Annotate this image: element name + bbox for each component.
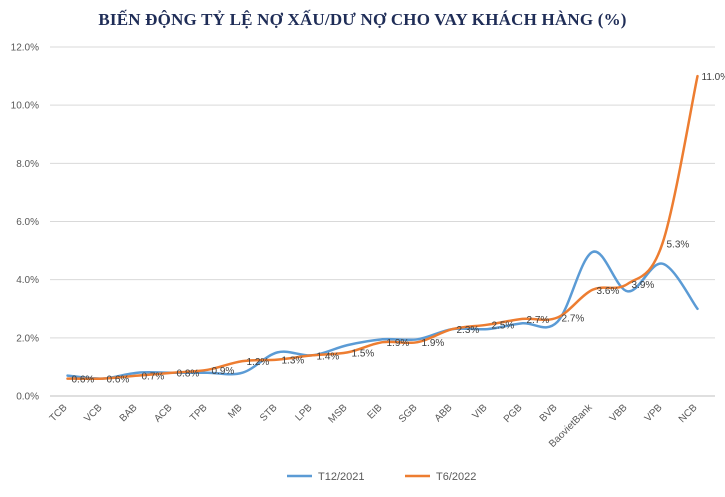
data-label: 5.3% xyxy=(667,239,690,250)
x-tick-label: VPB xyxy=(643,402,665,424)
x-tick-label: BVB xyxy=(538,402,560,424)
data-label: 2.3% xyxy=(457,325,480,336)
chart-title: BIẾN ĐỘNG TỶ LỆ NỢ XẤU/DƯ NỢ CHO VAY KHÁ… xyxy=(98,10,627,29)
y-tick-label: 4.0% xyxy=(16,275,39,286)
data-label: 2.7% xyxy=(527,315,550,326)
data-label: 0.6% xyxy=(107,375,130,386)
x-tick-label: NCB xyxy=(677,402,700,425)
data-label: 11.0% xyxy=(702,72,725,83)
x-tick-label: VCB xyxy=(82,402,105,425)
data-label: 0.9% xyxy=(212,366,235,377)
data-label: 1.9% xyxy=(422,338,445,349)
data-label: 1.4% xyxy=(317,351,340,362)
x-tick-label: ABB xyxy=(433,402,455,424)
y-tick-label: 8.0% xyxy=(16,159,39,170)
data-label: 0.8% xyxy=(177,369,200,380)
x-tick-label: EIB xyxy=(365,402,384,421)
x-tick-label: TCB xyxy=(48,402,70,424)
data-label: 1.3% xyxy=(282,356,305,367)
data-label: 3.9% xyxy=(632,280,655,291)
data-label: 3.6% xyxy=(597,286,620,297)
data-label: 0.7% xyxy=(142,372,165,383)
data-label: 2.7% xyxy=(562,313,585,324)
y-tick-label: 12.0% xyxy=(11,43,39,54)
y-tick-label: 10.0% xyxy=(11,101,39,112)
x-tick-label: PGB xyxy=(502,402,525,425)
y-tick-label: 0.0% xyxy=(16,392,39,403)
x-tick-label: TPB xyxy=(188,402,210,424)
data-label: 2.5% xyxy=(492,321,515,332)
x-tick-label: STB xyxy=(258,402,280,424)
data-label: 1.9% xyxy=(387,338,410,349)
legend-label: T6/2022 xyxy=(436,471,476,483)
x-tick-label: MSB xyxy=(327,402,350,425)
series-line-2 xyxy=(66,74,699,381)
data-label: 0.6% xyxy=(72,375,95,386)
data-label: 1.5% xyxy=(352,348,375,359)
x-tick-label: SGB xyxy=(397,402,420,425)
x-tick-label: VIB xyxy=(470,402,489,421)
x-tick-label: VBB xyxy=(608,402,630,424)
legend-label: T12/2021 xyxy=(318,471,364,483)
x-tick-label: LPB xyxy=(293,402,314,423)
y-tick-label: 6.0% xyxy=(16,217,39,228)
x-tick-label: ACB xyxy=(152,402,175,425)
x-tick-label: BAB xyxy=(118,402,140,424)
x-tick-label: MB xyxy=(226,402,245,421)
y-tick-label: 2.0% xyxy=(16,333,39,344)
series-line-1 xyxy=(66,250,699,380)
data-label: 1.2% xyxy=(247,357,270,368)
